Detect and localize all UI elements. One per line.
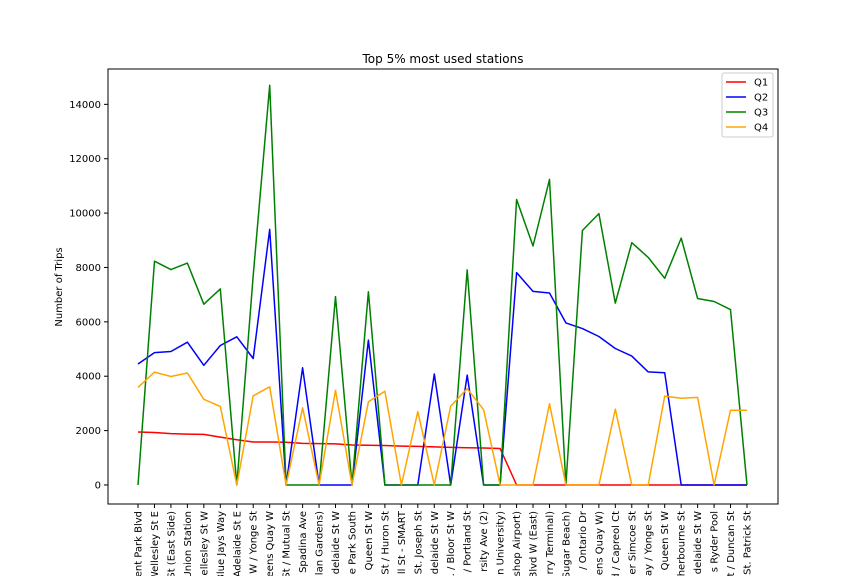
- x-tick-label: s Ryder Pool: [710, 511, 721, 572]
- x-tick-label: ay / Yonge St: [644, 511, 655, 576]
- x-tick-label: ent Park Blvd: [134, 511, 145, 576]
- y-tick-label: 8000: [76, 263, 101, 274]
- y-tick-label: 14000: [69, 100, 101, 111]
- x-tick-label: d / Capreol Ct: [611, 511, 622, 576]
- x-tick-label: Adelaide St E: [232, 511, 243, 576]
- y-tick-label: 2000: [76, 426, 101, 437]
- series-line-q1: [137, 431, 747, 486]
- x-tick-label: ellesley St W: [199, 511, 210, 576]
- x-tick-label: ll St - SMART: [397, 510, 408, 574]
- legend-label-q3: Q3: [754, 108, 768, 119]
- x-tick-label: / Portland St: [463, 511, 474, 572]
- x-tick-label: St. Joseph St: [413, 511, 424, 574]
- x-tick-label: delaide St W: [693, 511, 704, 574]
- x-tick-label: e Park South: [347, 511, 358, 574]
- chart-title: Top 5% most used stations: [362, 52, 524, 66]
- x-tick-label: Spadina Ave: [298, 511, 309, 573]
- x-tick-label: eens Quay W: [265, 511, 276, 576]
- legend-box: [721, 72, 774, 138]
- x-tick-label: St / Huron St: [380, 511, 391, 575]
- x-tick-label: rry Terminal): [545, 511, 556, 574]
- series-lines: [137, 84, 748, 486]
- x-tick-label: Blue Jays Way: [216, 511, 227, 576]
- series-line-q4: [137, 371, 747, 486]
- x-tick-label: / Ontario Dr: [578, 510, 589, 570]
- x-tick-label: delaide St W: [331, 511, 342, 574]
- x-tick-label: er Simcoe St: [627, 511, 638, 575]
- x-tick-label: Wellesley St E: [150, 511, 161, 576]
- x-tick-label: lan Gardens): [315, 511, 326, 575]
- x-tick-label: Queen St W: [364, 511, 375, 570]
- x-tick-label: t / Duncan St: [726, 511, 737, 576]
- x-tick-label: St. Patrick St: [743, 511, 754, 575]
- legend: Q1 Q2 Q3 Q4: [721, 72, 774, 138]
- y-tick-label: 6000: [76, 317, 101, 328]
- x-tick-label: rsity Ave (2): [479, 511, 490, 572]
- y-axis: 0 2000 4000 6000 8000 10000 12000 14000: [69, 100, 108, 491]
- x-tick-label: ens Quay W): [594, 511, 605, 575]
- x-tick-label: shop Airport): [512, 511, 523, 576]
- x-tick-label: Sugar Beach): [561, 511, 572, 576]
- y-tick-label: 4000: [76, 372, 101, 383]
- legend-label-q4: Q4: [754, 123, 768, 134]
- x-tick-label: Blvd W (East): [529, 511, 540, 576]
- x-axis: ent Park Blvd Wellesley St E St (East Side…: [134, 504, 754, 576]
- x-tick-label: St (East Side): [166, 511, 177, 576]
- series-line-q3: [137, 84, 748, 486]
- series-line-q2: [137, 228, 747, 486]
- legend-label-q1: Q1: [754, 78, 768, 89]
- x-tick-label: W / Yonge St: [249, 511, 260, 574]
- x-tick-label: . / Bloor St W: [446, 511, 457, 576]
- x-tick-label: delaide St W: [430, 511, 441, 574]
- x-tick-label: n University): [496, 511, 507, 575]
- y-tick-label: 12000: [69, 154, 101, 165]
- y-tick-label: 10000: [69, 209, 101, 220]
- y-axis-label: Number of Trips: [54, 247, 65, 326]
- x-tick-label: Queen St W: [660, 511, 671, 570]
- x-tick-label: Union Station: [183, 511, 194, 576]
- legend-label-q2: Q2: [754, 93, 768, 104]
- x-tick-label: St / Mutual St: [282, 511, 293, 576]
- x-tick-label: herbourne St: [677, 511, 688, 576]
- y-tick-label: 0: [95, 480, 101, 491]
- plot-area-frame: [107, 68, 779, 505]
